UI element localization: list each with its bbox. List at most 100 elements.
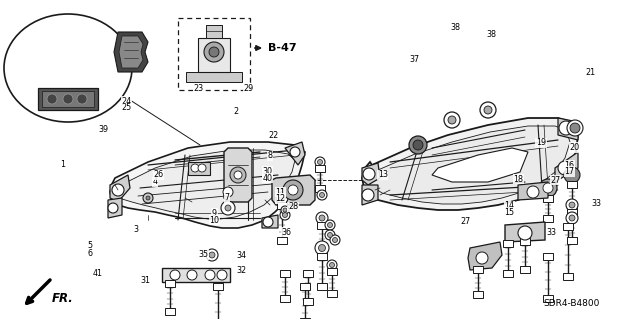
Circle shape xyxy=(569,202,575,208)
Circle shape xyxy=(280,210,290,220)
Polygon shape xyxy=(317,247,327,254)
Circle shape xyxy=(146,196,150,200)
Polygon shape xyxy=(505,222,545,242)
Circle shape xyxy=(290,147,300,157)
Circle shape xyxy=(362,189,374,201)
Polygon shape xyxy=(317,222,327,229)
Circle shape xyxy=(566,199,578,211)
Circle shape xyxy=(279,195,285,201)
Polygon shape xyxy=(503,240,513,247)
Polygon shape xyxy=(327,268,337,275)
Circle shape xyxy=(327,260,337,270)
Circle shape xyxy=(317,190,327,200)
Polygon shape xyxy=(165,280,175,287)
Circle shape xyxy=(276,192,288,204)
Polygon shape xyxy=(567,203,577,210)
Polygon shape xyxy=(567,237,577,244)
Polygon shape xyxy=(543,295,553,302)
Circle shape xyxy=(518,226,532,240)
Circle shape xyxy=(409,136,427,154)
Polygon shape xyxy=(119,36,143,68)
Polygon shape xyxy=(567,181,577,188)
Circle shape xyxy=(209,252,215,258)
Polygon shape xyxy=(558,118,578,140)
Polygon shape xyxy=(280,295,290,302)
Circle shape xyxy=(288,185,298,195)
Polygon shape xyxy=(563,223,573,230)
Text: 12: 12 xyxy=(275,194,285,203)
Polygon shape xyxy=(520,266,530,273)
Circle shape xyxy=(330,263,335,268)
Circle shape xyxy=(567,120,583,136)
Circle shape xyxy=(328,233,333,238)
Circle shape xyxy=(143,193,153,203)
Text: 14: 14 xyxy=(504,201,515,210)
Text: B-47: B-47 xyxy=(268,43,296,53)
Circle shape xyxy=(316,212,328,224)
Polygon shape xyxy=(520,238,530,245)
Circle shape xyxy=(108,203,118,213)
Circle shape xyxy=(333,238,337,242)
Text: 1: 1 xyxy=(60,160,65,169)
Polygon shape xyxy=(563,273,573,280)
Text: 10: 10 xyxy=(209,216,220,225)
Polygon shape xyxy=(468,242,502,270)
Circle shape xyxy=(204,42,224,62)
FancyBboxPatch shape xyxy=(178,18,250,90)
Polygon shape xyxy=(300,283,310,290)
Circle shape xyxy=(319,192,324,197)
Circle shape xyxy=(328,222,333,227)
Polygon shape xyxy=(213,283,223,290)
Circle shape xyxy=(539,179,557,197)
Polygon shape xyxy=(280,270,290,277)
Circle shape xyxy=(112,184,124,196)
Polygon shape xyxy=(24,278,52,306)
Text: 19: 19 xyxy=(536,138,546,147)
Text: 40: 40 xyxy=(262,174,273,182)
Circle shape xyxy=(325,220,335,230)
Circle shape xyxy=(198,164,206,172)
Text: 41: 41 xyxy=(92,269,102,278)
Text: 4: 4 xyxy=(152,177,157,186)
Text: 27: 27 xyxy=(550,176,561,185)
Text: 29: 29 xyxy=(243,84,253,93)
Circle shape xyxy=(47,94,57,104)
Polygon shape xyxy=(473,266,483,273)
Circle shape xyxy=(444,112,460,128)
Polygon shape xyxy=(432,148,528,182)
Text: 23: 23 xyxy=(193,84,204,93)
Text: 21: 21 xyxy=(585,68,595,77)
Text: 36: 36 xyxy=(282,228,292,237)
Polygon shape xyxy=(543,215,553,222)
Polygon shape xyxy=(224,148,252,202)
Circle shape xyxy=(484,106,492,114)
Polygon shape xyxy=(110,175,130,202)
Polygon shape xyxy=(315,165,325,172)
Circle shape xyxy=(223,187,233,197)
Polygon shape xyxy=(108,198,122,218)
Polygon shape xyxy=(555,152,578,182)
Text: 7: 7 xyxy=(225,193,230,202)
Text: 2: 2 xyxy=(233,107,238,115)
Text: 39: 39 xyxy=(99,125,109,134)
Circle shape xyxy=(191,164,199,172)
Text: 33: 33 xyxy=(591,199,602,208)
Text: 18: 18 xyxy=(513,175,524,184)
Text: 31: 31 xyxy=(141,276,151,285)
Polygon shape xyxy=(362,118,578,210)
Polygon shape xyxy=(188,162,210,175)
Text: 9: 9 xyxy=(212,209,217,218)
Circle shape xyxy=(230,167,246,183)
Polygon shape xyxy=(518,182,548,200)
Circle shape xyxy=(319,215,325,221)
Polygon shape xyxy=(110,142,305,228)
Text: 24: 24 xyxy=(122,97,132,106)
Polygon shape xyxy=(186,72,242,82)
Ellipse shape xyxy=(4,14,132,122)
Circle shape xyxy=(330,235,340,245)
Polygon shape xyxy=(473,291,483,298)
Text: 38: 38 xyxy=(486,30,497,39)
Text: 8: 8 xyxy=(268,151,273,160)
Circle shape xyxy=(566,212,578,224)
Circle shape xyxy=(77,94,87,104)
